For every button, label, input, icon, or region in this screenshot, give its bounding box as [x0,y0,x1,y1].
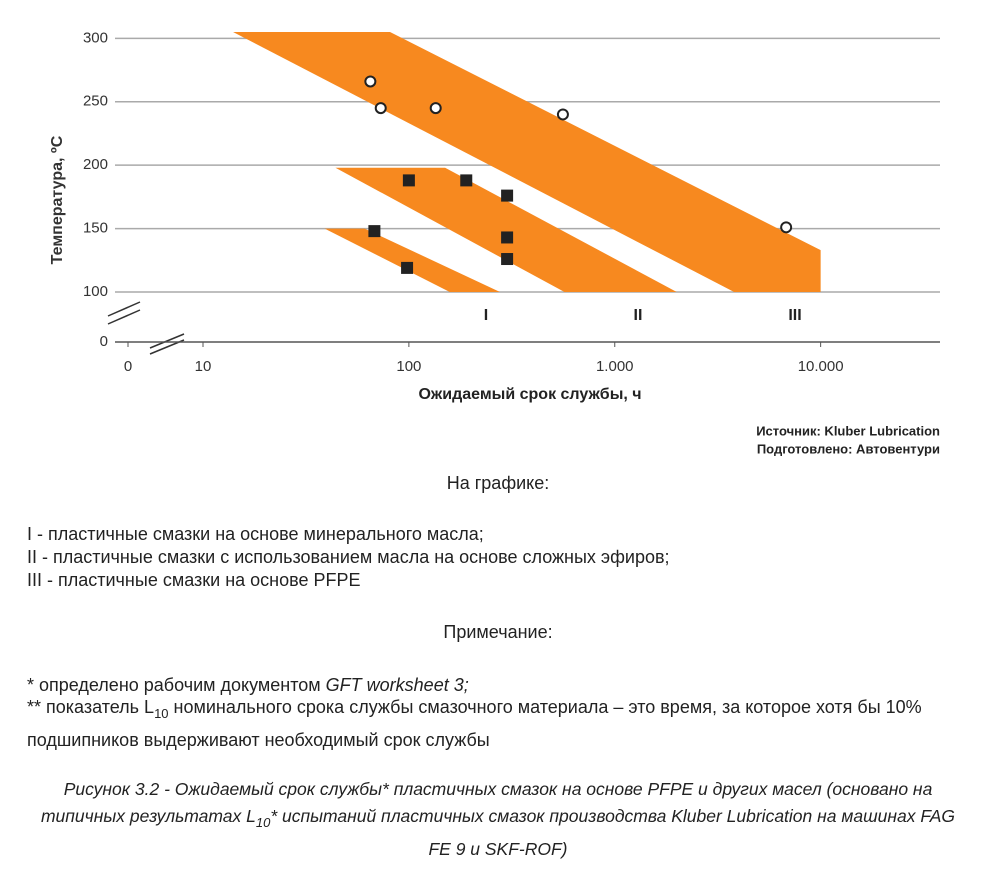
band [335,167,677,292]
point [556,108,569,121]
note-text: номинального срока службы смазочного мат… [27,697,922,750]
note: * определено рабочим документом GFT work… [27,675,469,696]
point [501,253,514,266]
point [374,102,387,115]
y-tick-label: 0 [100,333,108,350]
point [402,174,415,187]
band-label: II [634,307,643,324]
subscript: 10 [154,706,169,721]
note-italic: GFT worksheet 3; [325,675,469,695]
point [501,231,514,244]
band [324,228,500,292]
y-tick-label: 100 [83,283,108,300]
y-tick-label: 300 [83,29,108,46]
x-tick-label: 1.000 [596,358,634,375]
x-tick-label: 10 [195,358,212,375]
y-tick-label: 200 [83,156,108,173]
caption-text: * испытаний пластичных смазок производст… [270,806,955,859]
prepared: Подготовлено: Автовентури [757,441,940,456]
chart: Температура, ºС Ожидаемый срок службы, ч… [49,29,940,456]
legend-item: III - пластичные смазки на основе PFPE [27,570,361,590]
point [460,174,473,187]
x-tick-label: 0 [124,358,132,375]
source: Источник: Kluber Lubrication [756,423,940,438]
point [501,189,514,202]
legend-item: I - пластичные смазки на основе минераль… [27,524,484,544]
axis-break [107,301,185,355]
x-tick-label: 100 [396,358,421,375]
subscript: 10 [255,815,271,830]
band-label: I [484,307,488,324]
band-label: III [788,307,801,324]
y-axis-label: Температура, ºС [49,135,66,264]
band [233,32,821,292]
legend-title: На графике: [446,473,550,493]
y-tick-label: 250 [83,93,108,110]
caption-text: Рисунок 3.2 - Ожидаемый срок службы* пла… [40,779,933,826]
x-axis-label: Ожидаемый срок службы, ч [418,386,641,403]
point [429,102,442,115]
note: ** показатель L10 номинального срока слу… [27,694,972,754]
point [364,75,377,88]
point [401,261,414,274]
note-text: ** показатель L [27,697,155,717]
x-tick-label: 10.000 [798,358,844,375]
caption: Рисунок 3.2 - Ожидаемый срок службы* пла… [30,776,966,863]
point [368,225,381,238]
point [780,221,793,234]
y-tick-label: 150 [83,220,108,237]
note-title: Примечание: [443,622,553,642]
note-text: * определено рабочим документом [27,675,326,695]
legend-item: II - пластичные смазки с использованием … [27,547,670,567]
